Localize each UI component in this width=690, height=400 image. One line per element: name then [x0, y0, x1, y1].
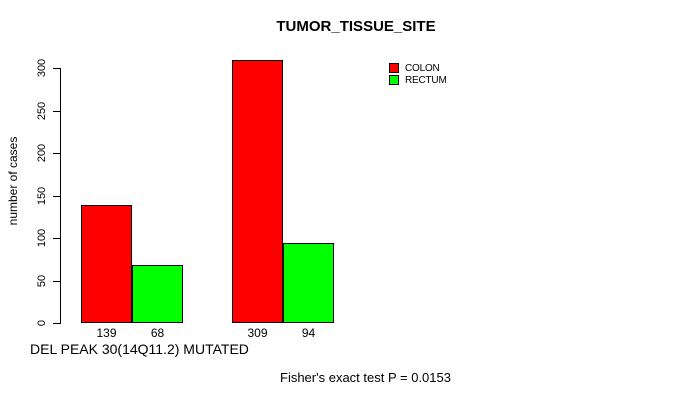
y-tick-label: 200	[36, 143, 48, 163]
y-tick-label: 0	[36, 319, 48, 327]
x-axis-label: DEL PEAK 30(14Q11.2) MUTATED	[30, 341, 249, 357]
y-tick-label: 300	[36, 58, 48, 78]
y-axis-line	[60, 68, 61, 324]
y-tick-mark	[53, 68, 60, 69]
y-tick-label: 100	[36, 228, 48, 248]
y-tick-mark	[53, 153, 60, 154]
chart-title: TUMOR_TISSUE_SITE	[276, 18, 436, 35]
legend-entry-rectum: RECTUM	[389, 74, 447, 86]
y-axis-title: number of cases	[6, 136, 20, 226]
bar-rectum-group2	[283, 243, 334, 323]
bar-value-label: 94	[301, 326, 316, 340]
legend-entry-colon: COLON	[389, 62, 447, 74]
bar-value-label: 68	[150, 326, 165, 340]
y-tick-label: 250	[36, 101, 48, 121]
y-tick-label: 150	[36, 186, 48, 206]
bar-value-label: 139	[96, 326, 117, 340]
bar-colon-group1	[81, 205, 132, 323]
bar-rectum-group1	[132, 265, 183, 323]
bar-value-label: 309	[247, 326, 268, 340]
y-tick-mark	[53, 238, 60, 239]
legend-label: COLON	[405, 62, 440, 74]
legend-swatch-icon	[389, 63, 399, 73]
y-tick-mark	[53, 111, 60, 112]
legend-swatch-icon	[389, 75, 399, 85]
bar-colon-group2	[232, 60, 283, 323]
legend: COLON RECTUM	[389, 62, 447, 86]
fisher-test-annotation: Fisher's exact test P = 0.0153	[280, 370, 451, 385]
y-tick-mark	[53, 196, 60, 197]
y-tick-mark	[53, 281, 60, 282]
y-tick-mark	[53, 323, 60, 324]
y-tick-label: 50	[36, 274, 48, 288]
legend-label: RECTUM	[405, 74, 447, 86]
